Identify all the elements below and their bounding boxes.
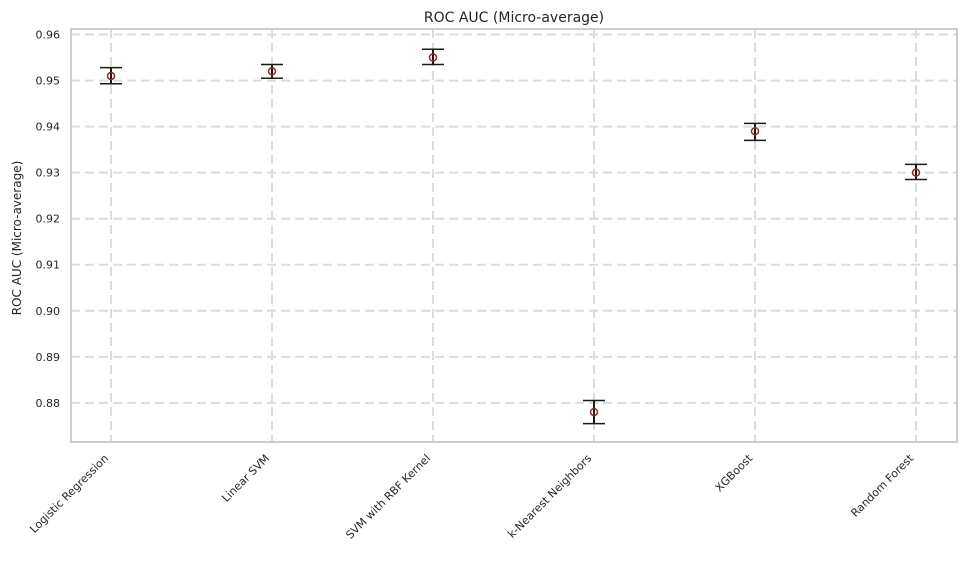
y-tick-label: 0.90 bbox=[36, 305, 61, 318]
grid-layer bbox=[71, 29, 957, 442]
y-tick-label: 0.94 bbox=[36, 121, 61, 134]
x-tick-label: SVM with RBF Kernel bbox=[343, 452, 433, 542]
data-point bbox=[589, 407, 599, 417]
y-tick-label: 0.91 bbox=[36, 259, 61, 272]
x-tick-label: Random Forest bbox=[848, 451, 916, 519]
data-point bbox=[911, 168, 921, 177]
marker-layer bbox=[106, 53, 921, 417]
y-tick-label: 0.89 bbox=[36, 351, 61, 364]
plot-frame bbox=[70, 28, 958, 443]
x-tick-label: Linear SVM bbox=[219, 452, 272, 505]
y-tick-label: 0.96 bbox=[36, 29, 61, 42]
x-tick-label: Logistic Regression bbox=[27, 452, 111, 536]
chart-title: ROC AUC (Micro-average) bbox=[424, 10, 604, 26]
x-tick-label: k-Nearest Neighbors bbox=[505, 452, 594, 541]
y-tick-label: 0.88 bbox=[36, 397, 61, 410]
y-tick-label: 0.93 bbox=[36, 167, 61, 180]
y-tick-label: 0.92 bbox=[36, 213, 61, 226]
y-tick-label: 0.95 bbox=[36, 75, 61, 88]
data-point bbox=[750, 126, 760, 136]
data-point bbox=[267, 67, 277, 76]
tick-layer: 0.88 0.89 0.90 0.91 0.92 0.93 0.94 0.95 0.96 Logi… bbox=[27, 29, 916, 542]
y-axis-label: ROC AUC (Micro-average) bbox=[10, 161, 24, 316]
data-point bbox=[106, 71, 116, 81]
data-point bbox=[428, 53, 438, 62]
errorbar-layer bbox=[100, 48, 927, 425]
x-tick-label: XGBoost bbox=[713, 451, 756, 494]
